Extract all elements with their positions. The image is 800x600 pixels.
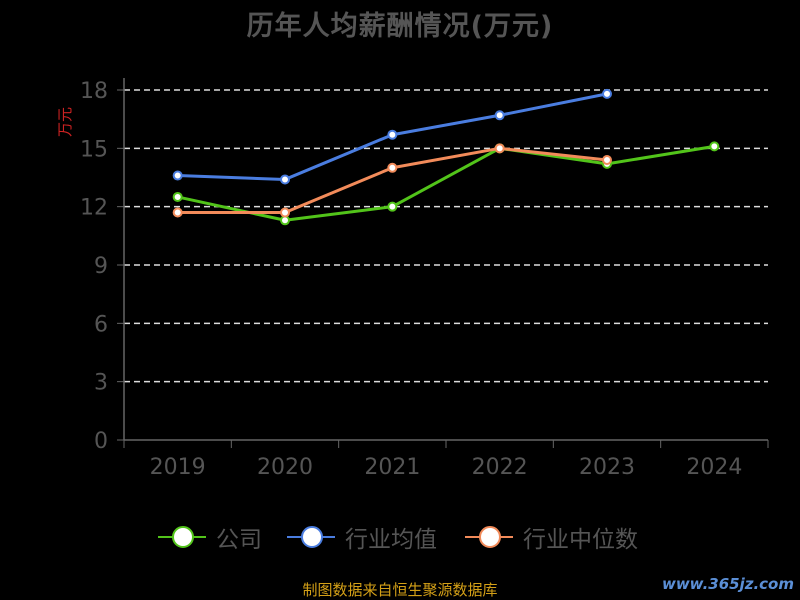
series-2-point-2020 [280,207,290,218]
series-2-point-2023 [602,155,612,165]
watermark: www.365jz.com [661,575,794,593]
series-2-point-2021 [387,162,398,173]
y-tick-label-0: 0 [94,429,108,454]
series-2-point-2019 [172,207,183,218]
legend-label-company: 公司 [216,527,262,553]
legend-item-industry-avg[interactable]: 行业均值 [287,519,437,555]
x-tick-label-2022: 2022 [472,455,528,480]
legend-marker-industry-median [465,526,513,548]
y-tick-label-1: 3 [94,371,108,396]
x-tick-label-2020: 2020 [257,455,313,480]
legend-marker-industry-avg [287,526,335,548]
series-0-point-2024 [709,141,720,152]
legend-label-industry-median: 行业中位数 [523,527,638,553]
y-tick-label-5: 15 [80,137,108,162]
series-line-0 [177,144,715,222]
y-tick-label-2: 6 [94,312,108,337]
x-tick-label-2021: 2021 [364,455,420,480]
y-tick-label-6: 18 [80,79,108,104]
legend-label-industry-avg: 行业均值 [345,527,437,553]
data-source-note: 制图数据来自恒生聚源数据库 [302,581,498,599]
series-1-point-2020 [280,174,290,185]
series-2-point-2022 [494,143,505,154]
legend-item-company[interactable]: 公司 [158,519,262,555]
series-1-point-2019 [172,170,183,181]
chart-title: 历年人均薪酬情况(万元) [246,11,554,42]
x-tick-label-2024: 2024 [686,455,742,480]
x-tick-label-2023: 2023 [579,455,635,480]
series-1-point-2021 [387,129,398,140]
legend-item-industry-median[interactable]: 行业中位数 [465,519,638,555]
y-axis-label: 万元 [56,107,74,137]
y-tick-label-3: 9 [94,254,108,279]
legend: 公司 行业均值 行业中位数 [0,519,800,555]
series-1-point-2023 [602,88,612,99]
x-tick-label-2019: 2019 [150,455,206,480]
series-1-point-2022 [494,110,505,121]
y-tick-label-4: 12 [80,196,108,221]
legend-marker-company [158,526,206,548]
series-0-point-2019 [172,191,183,202]
series-0-point-2021 [387,201,398,212]
